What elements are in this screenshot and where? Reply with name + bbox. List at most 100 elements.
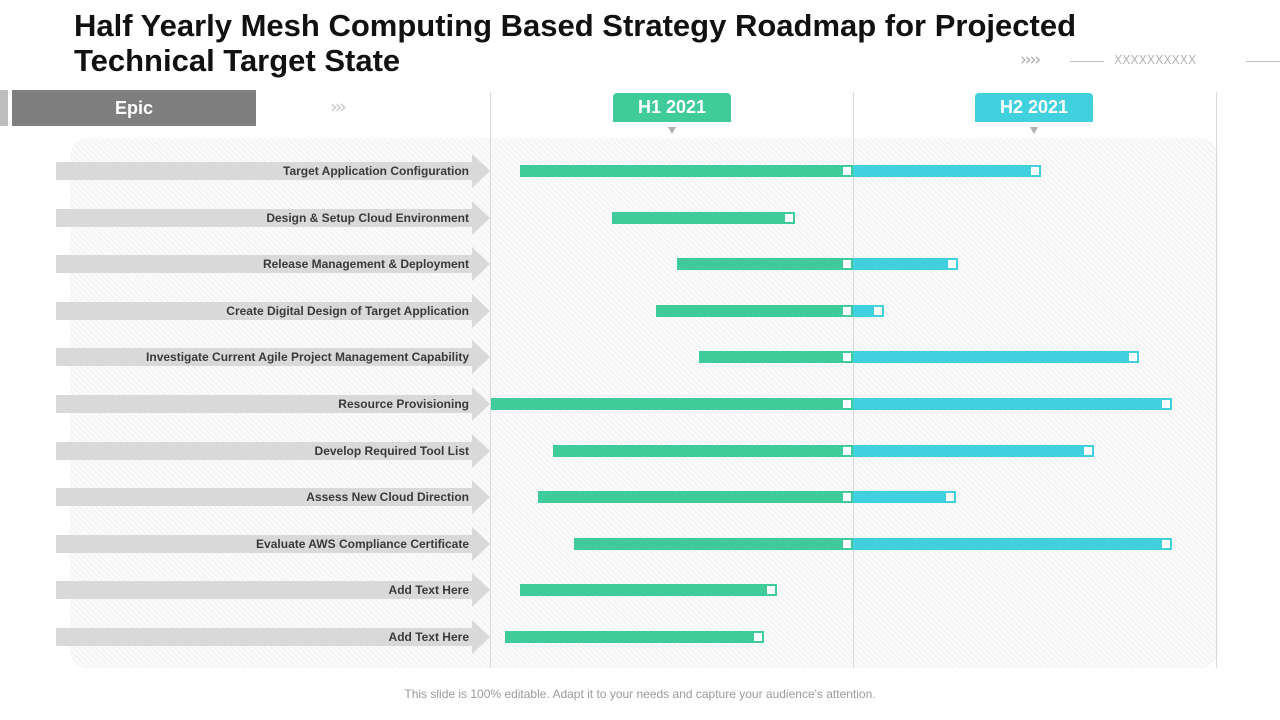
task-label: Evaluate AWS Compliance Certificate — [256, 536, 469, 551]
row-arrow-shaft — [56, 395, 472, 413]
row-arrow-head-icon — [472, 620, 490, 654]
task-label: Assess New Cloud Direction — [306, 490, 469, 505]
row-arrow-shaft — [56, 162, 472, 180]
row-arrow-shaft — [56, 441, 472, 460]
row-arrow-head-icon — [472, 526, 490, 561]
task-bar-h2 — [853, 398, 1172, 410]
task-label: Design & Setup Cloud Environment — [266, 210, 469, 225]
bar-end-marker — [842, 539, 851, 548]
task-bar-h2 — [853, 258, 958, 271]
bar-end-marker — [946, 493, 955, 502]
divider-line — [1070, 61, 1104, 62]
task-label: Resource Provisioning — [338, 397, 469, 411]
task-label: Develop Required Tool List — [314, 443, 469, 458]
bar-end-marker — [873, 306, 882, 315]
period-marker-icon — [1030, 127, 1038, 134]
row-arrow-shaft — [56, 208, 472, 227]
task-bar-h1 — [574, 537, 853, 550]
period-marker-icon — [668, 127, 676, 134]
bar-end-marker — [842, 306, 851, 315]
period-header: H2 2021 — [975, 93, 1093, 122]
bar-end-marker — [1031, 167, 1040, 175]
epic-stub — [0, 90, 8, 126]
bar-end-marker — [766, 586, 775, 595]
footer-note: This slide is 100% editable. Adapt it to… — [404, 687, 876, 701]
row-arrow-head-icon — [472, 387, 490, 421]
task-bar-h2 — [853, 444, 1094, 457]
task-row: Evaluate AWS Compliance Certificate — [56, 526, 490, 561]
task-bar-h1 — [519, 165, 853, 177]
task-label: Release Management & Deployment — [262, 257, 469, 272]
task-row: Resource Provisioning — [56, 387, 490, 421]
row-arrow-shaft — [56, 301, 472, 320]
bar-end-marker — [842, 260, 851, 269]
task-label: Investigate Current Agile Project Manage… — [146, 350, 469, 365]
bar-end-marker — [1161, 400, 1170, 408]
task-row: Add Text Here — [56, 573, 490, 608]
row-arrow-shaft — [56, 534, 472, 553]
row-arrow-head-icon — [472, 433, 490, 468]
bar-end-marker — [1083, 446, 1092, 455]
divider-line — [1246, 61, 1280, 62]
row-arrow-shaft — [56, 581, 472, 600]
task-bar-h1 — [699, 351, 853, 364]
task-bar-h1 — [538, 491, 853, 504]
bar-end-marker — [842, 493, 851, 502]
bar-end-marker — [785, 213, 794, 222]
task-bar-h1 — [505, 631, 765, 643]
placeholder-text: XXXXXXXXXX — [1114, 53, 1197, 67]
bar-end-marker — [842, 446, 851, 455]
task-label: Create Digital Design of Target Applicat… — [226, 303, 469, 318]
chevrons-decoration: ›››› — [1020, 50, 1041, 70]
bar-end-marker — [754, 633, 763, 641]
page-title: Half Yearly Mesh Computing Based Strateg… — [74, 8, 1077, 78]
period-header: H1 2021 — [613, 93, 731, 122]
task-row: Design & Setup Cloud Environment — [56, 200, 490, 235]
header-decoration: ›››› XXXXXXXXXX — [1018, 50, 1280, 72]
row-arrow-head-icon — [472, 200, 490, 235]
epic-header: Epic — [12, 90, 256, 126]
task-label: Add Text Here — [388, 583, 469, 598]
row-arrow-shaft — [56, 628, 472, 646]
task-bar-h1 — [552, 444, 853, 457]
epic-label: Epic — [114, 97, 153, 118]
bar-end-marker — [843, 400, 851, 408]
task-row: Investigate Current Agile Project Manage… — [56, 340, 490, 375]
bar-end-marker — [842, 167, 851, 175]
task-row: Develop Required Tool List — [56, 433, 490, 468]
row-arrow-shaft — [56, 255, 472, 274]
row-arrow-head-icon — [472, 573, 490, 608]
row-arrow-head-icon — [472, 340, 490, 375]
timeline-gridline — [1216, 92, 1217, 668]
task-bar-h1 — [491, 398, 853, 410]
row-arrow-shaft — [56, 348, 472, 367]
row-arrow-head-icon — [472, 293, 490, 328]
timeline-gridline — [853, 92, 854, 668]
task-bar-h1 — [519, 584, 777, 597]
task-bar-h2 — [853, 304, 884, 317]
task-row: Create Digital Design of Target Applicat… — [56, 293, 490, 328]
task-bar-h1 — [655, 304, 853, 317]
row-arrow-head-icon — [472, 154, 490, 188]
row-arrow-shaft — [56, 488, 472, 507]
task-bar-h2 — [853, 351, 1139, 364]
task-row: Assess New Cloud Direction — [56, 480, 490, 515]
task-bar-h2 — [853, 165, 1042, 177]
bar-end-marker — [1161, 539, 1170, 548]
task-row: Release Management & Deployment — [56, 247, 490, 282]
task-row: Add Text Here — [56, 620, 490, 654]
task-bar-h2 — [853, 537, 1172, 550]
bar-end-marker — [947, 260, 956, 269]
task-bar-h1 — [677, 258, 853, 271]
chevrons-decoration: ››› — [330, 96, 347, 118]
timeline-gridline — [490, 92, 491, 668]
bar-end-marker — [842, 353, 851, 362]
row-arrow-head-icon — [472, 247, 490, 282]
task-row: Target Application Configuration — [56, 154, 490, 188]
task-label: Target Application Configuration — [283, 164, 469, 178]
row-arrow-head-icon — [472, 480, 490, 515]
bar-end-marker — [1128, 353, 1137, 362]
task-bar-h2 — [853, 491, 957, 504]
task-bar-h1 — [612, 211, 796, 224]
task-label: Add Text Here — [388, 630, 469, 644]
